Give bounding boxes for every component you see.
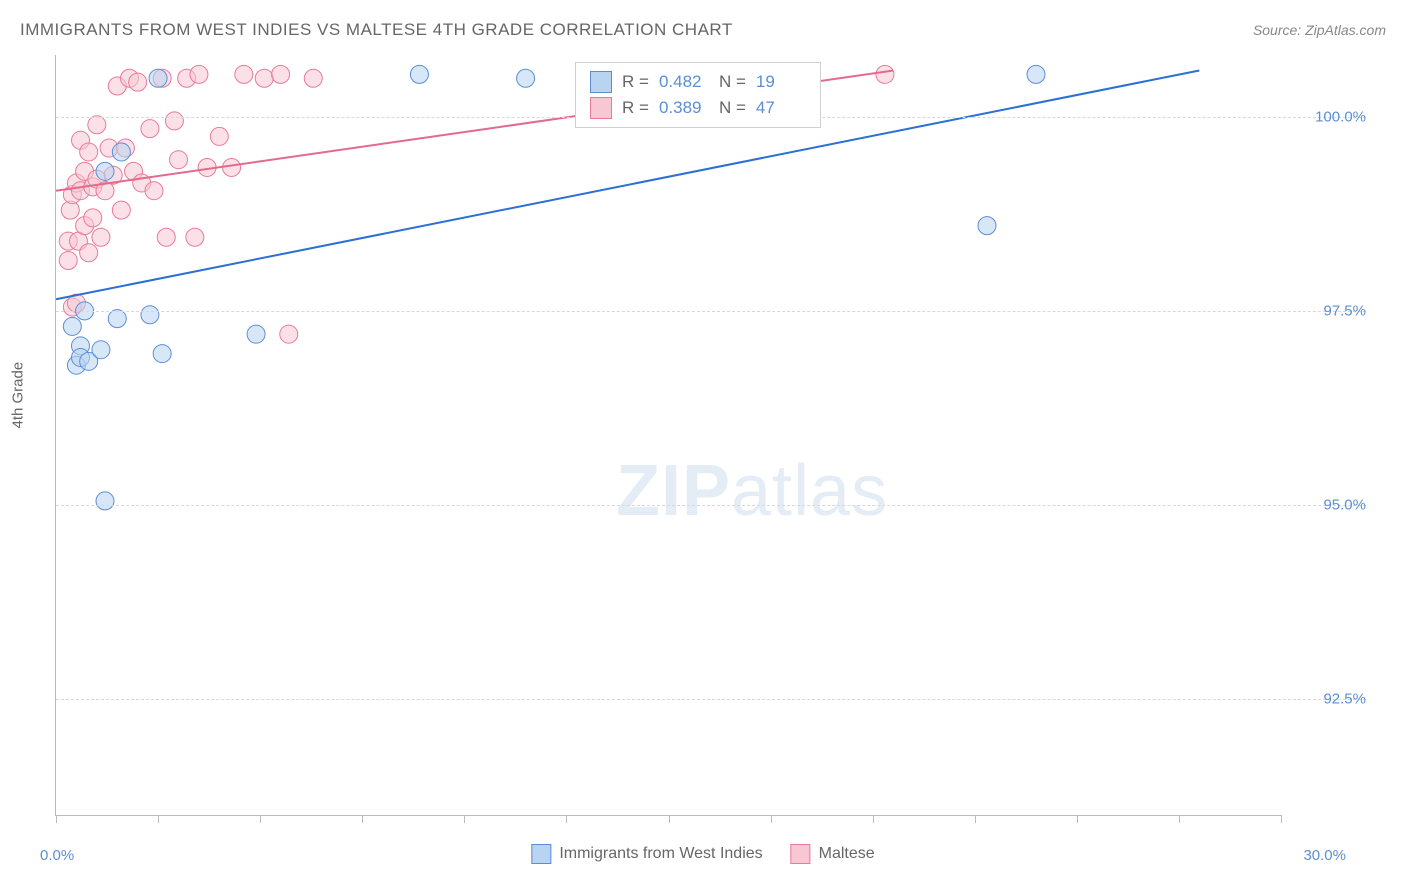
data-point	[84, 209, 102, 227]
series-legend: Immigrants from West Indies Maltese	[531, 844, 874, 864]
chart-title: IMMIGRANTS FROM WEST INDIES VS MALTESE 4…	[20, 20, 733, 40]
x-tick	[1179, 815, 1180, 823]
x-tick	[873, 815, 874, 823]
data-point	[876, 65, 894, 83]
stats-legend-row: R =0.389N =47	[590, 95, 806, 121]
data-point	[96, 492, 114, 510]
legend-swatch	[590, 97, 612, 119]
data-point	[190, 65, 208, 83]
x-min-label: 0.0%	[40, 847, 74, 864]
data-point	[304, 69, 322, 87]
data-point	[112, 201, 130, 219]
y-axis-label: 4th Grade	[10, 362, 27, 429]
data-point	[92, 228, 110, 246]
r-value: 0.389	[659, 98, 709, 118]
x-tick	[975, 815, 976, 823]
data-point	[272, 65, 290, 83]
data-point	[157, 228, 175, 246]
y-tick-label: 100.0%	[1315, 109, 1366, 126]
stats-legend-row: R =0.482N =19	[590, 69, 806, 95]
data-point	[129, 73, 147, 91]
source-attribution: Source: ZipAtlas.com	[1253, 22, 1386, 38]
legend-swatch	[531, 844, 551, 864]
legend-swatch	[590, 71, 612, 93]
data-point	[170, 151, 188, 169]
n-value: 19	[756, 72, 806, 92]
data-point	[235, 65, 253, 83]
data-point	[210, 127, 228, 145]
data-point	[186, 228, 204, 246]
x-tick	[1077, 815, 1078, 823]
x-tick	[260, 815, 261, 823]
chart-svg	[56, 55, 1281, 815]
y-tick-label: 92.5%	[1323, 690, 1366, 707]
x-tick	[464, 815, 465, 823]
data-point	[88, 116, 106, 134]
stats-legend: R =0.482N =19R =0.389N =47	[575, 62, 821, 128]
legend-item: Maltese	[791, 844, 875, 864]
data-point	[112, 143, 130, 161]
data-point	[1027, 65, 1045, 83]
data-point	[247, 325, 265, 343]
legend-label: Maltese	[819, 845, 875, 862]
data-point	[96, 162, 114, 180]
n-value: 47	[756, 98, 806, 118]
data-point	[63, 317, 81, 335]
data-point	[80, 244, 98, 262]
data-point	[153, 345, 171, 363]
gridline	[56, 311, 1366, 312]
data-point	[108, 310, 126, 328]
legend-swatch	[791, 844, 811, 864]
data-point	[145, 182, 163, 200]
plot-area: ZIPatlas 92.5%95.0%97.5%100.0%	[55, 55, 1281, 816]
data-point	[141, 120, 159, 138]
x-tick	[771, 815, 772, 823]
x-tick	[566, 815, 567, 823]
x-tick	[1281, 815, 1282, 823]
x-tick	[56, 815, 57, 823]
legend-label: Immigrants from West Indies	[559, 845, 762, 862]
y-tick-label: 97.5%	[1323, 302, 1366, 319]
data-point	[978, 217, 996, 235]
legend-item: Immigrants from West Indies	[531, 844, 762, 864]
data-point	[280, 325, 298, 343]
r-value: 0.482	[659, 72, 709, 92]
data-point	[517, 69, 535, 87]
data-point	[92, 341, 110, 359]
data-point	[80, 143, 98, 161]
data-point	[141, 306, 159, 324]
data-point	[223, 158, 241, 176]
gridline	[56, 699, 1366, 700]
data-point	[165, 112, 183, 130]
x-tick	[669, 815, 670, 823]
y-tick-label: 95.0%	[1323, 496, 1366, 513]
x-tick	[158, 815, 159, 823]
data-point	[410, 65, 428, 83]
gridline	[56, 505, 1366, 506]
data-point	[59, 252, 77, 270]
x-tick	[362, 815, 363, 823]
data-point	[255, 69, 273, 87]
x-max-label: 30.0%	[1303, 847, 1346, 864]
data-point	[149, 69, 167, 87]
